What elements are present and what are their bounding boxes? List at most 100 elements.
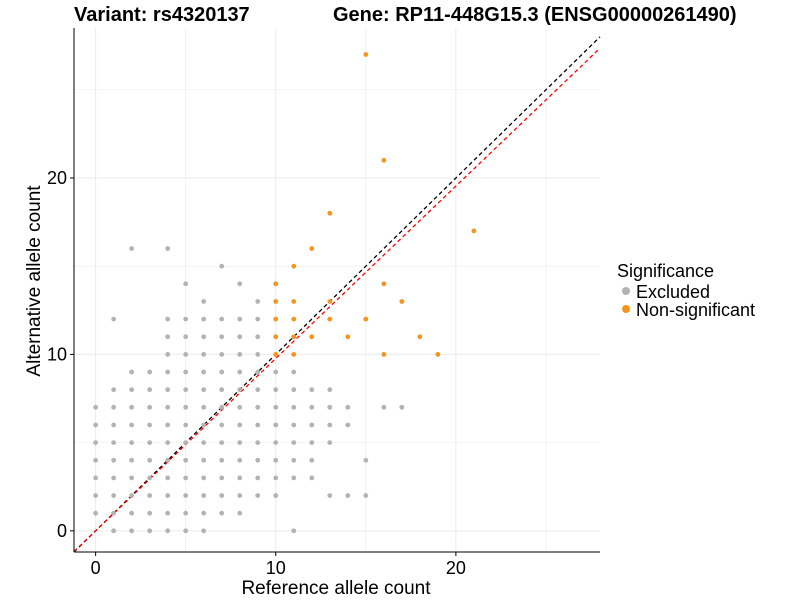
point-excluded	[147, 528, 153, 534]
point-excluded	[381, 404, 387, 410]
grid-lines	[74, 28, 600, 552]
point-excluded	[129, 387, 135, 393]
point-excluded	[219, 263, 225, 269]
y-tick-label: 10	[47, 344, 67, 364]
point-excluded	[93, 440, 99, 446]
point-excluded	[237, 475, 243, 481]
point-excluded	[255, 457, 261, 463]
point-excluded	[273, 422, 279, 428]
point-excluded	[219, 369, 225, 375]
point-excluded	[273, 440, 279, 446]
chart-title-variant: Variant: rs4320137	[74, 4, 250, 26]
point-excluded	[183, 351, 189, 357]
point-excluded	[291, 422, 297, 428]
point-excluded	[237, 493, 243, 498]
y-tick-label: 0	[57, 521, 67, 541]
point-excluded	[237, 281, 243, 287]
point-excluded	[345, 493, 351, 498]
point-excluded	[309, 475, 315, 481]
point-excluded	[111, 528, 117, 534]
point-excluded	[165, 351, 171, 357]
legend-key-non-significant	[622, 305, 630, 313]
point-excluded	[363, 457, 369, 463]
point-excluded	[165, 387, 171, 393]
point-excluded	[147, 510, 153, 516]
point-excluded	[237, 334, 243, 340]
point-excluded	[237, 404, 243, 410]
identity-line	[73, 36, 601, 553]
point-excluded	[165, 528, 171, 534]
point-excluded	[93, 404, 99, 410]
point-excluded	[237, 351, 243, 357]
point-excluded	[183, 404, 189, 410]
point-excluded	[165, 422, 171, 428]
point-excluded	[201, 387, 207, 393]
point-excluded	[201, 351, 207, 357]
point-excluded	[237, 422, 243, 428]
point-excluded	[147, 387, 153, 393]
point-excluded	[201, 528, 207, 534]
legend-title: Significance	[617, 261, 714, 281]
legend-label-non-significant: Non-significant	[636, 300, 755, 320]
point-excluded	[165, 334, 171, 340]
point-excluded	[399, 404, 405, 410]
point-excluded	[93, 422, 99, 428]
point-excluded	[201, 510, 207, 516]
y-tick-label: 20	[47, 168, 67, 188]
point-non-significant	[291, 334, 297, 340]
point-non-significant	[327, 299, 333, 304]
point-excluded	[111, 440, 117, 446]
point-excluded	[183, 475, 189, 481]
point-excluded	[345, 404, 351, 410]
chart-title-gene: Gene: RP11-448G15.3 (ENSG00000261490)	[333, 4, 737, 26]
y-axis-title: Alternative allele count	[24, 185, 45, 377]
point-excluded	[165, 440, 171, 446]
point-excluded	[255, 369, 261, 375]
point-excluded	[255, 493, 261, 498]
point-excluded	[183, 440, 189, 446]
point-excluded	[291, 404, 297, 410]
point-excluded	[237, 457, 243, 463]
point-excluded	[165, 316, 171, 322]
point-non-significant	[309, 334, 315, 340]
point-excluded	[201, 457, 207, 463]
point-excluded	[183, 387, 189, 393]
point-excluded	[255, 316, 261, 322]
point-non-significant	[399, 299, 405, 304]
point-excluded	[219, 440, 225, 446]
point-excluded	[111, 387, 117, 393]
point-excluded	[345, 422, 351, 428]
x-tick-label: 10	[266, 558, 286, 578]
point-excluded	[111, 510, 117, 516]
point-non-significant	[471, 228, 477, 234]
point-excluded	[129, 457, 135, 463]
point-non-significant	[273, 351, 279, 357]
point-excluded	[219, 475, 225, 481]
point-excluded	[183, 281, 189, 287]
point-excluded	[111, 404, 117, 410]
point-excluded	[183, 334, 189, 340]
point-excluded	[111, 316, 117, 322]
point-excluded	[183, 316, 189, 322]
point-excluded	[201, 334, 207, 340]
point-excluded	[129, 528, 135, 534]
point-non-significant	[291, 316, 297, 322]
point-excluded	[291, 387, 297, 393]
point-excluded	[183, 510, 189, 516]
point-excluded	[129, 422, 135, 428]
point-excluded	[111, 493, 117, 498]
point-excluded	[309, 404, 315, 410]
point-excluded	[327, 387, 333, 393]
point-excluded	[147, 404, 153, 410]
point-excluded	[201, 299, 207, 304]
point-excluded	[237, 440, 243, 446]
point-excluded	[309, 387, 315, 393]
point-non-significant	[291, 351, 297, 357]
point-non-significant	[363, 52, 369, 57]
point-excluded	[93, 493, 99, 498]
point-excluded	[237, 510, 243, 516]
point-excluded	[201, 422, 207, 428]
point-excluded	[129, 510, 135, 516]
point-excluded	[147, 440, 153, 446]
